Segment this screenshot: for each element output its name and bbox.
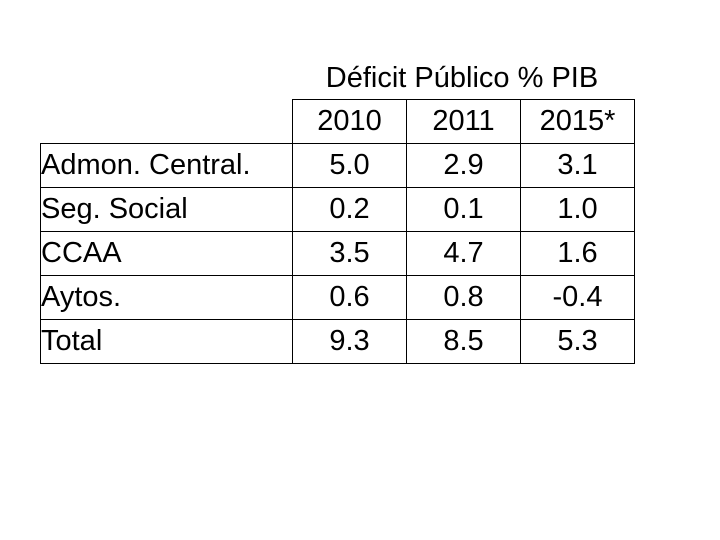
table-cell: 4.7 (406, 231, 521, 276)
column-header-2015: 2015* (520, 99, 635, 144)
row-label: Admon. Central. (40, 143, 293, 188)
table-cell: 0.6 (292, 275, 407, 320)
row-label: Aytos. (40, 275, 293, 320)
table-cell: -0.4 (520, 275, 635, 320)
table-cell: 0.8 (406, 275, 521, 320)
corner-cell (40, 99, 293, 144)
table-title: Déficit Público % PIB (325, 62, 599, 94)
header-row: 2010 2011 2015* (40, 99, 635, 144)
row-label: Seg. Social (40, 187, 293, 232)
table-cell: 5.0 (292, 143, 407, 188)
table-row-admon-central: Admon. Central. 5.0 2.9 3.1 (40, 143, 635, 188)
column-header-2011: 2011 (406, 99, 521, 144)
table-cell: 3.5 (292, 231, 407, 276)
column-header-2010: 2010 (292, 99, 407, 144)
table-cell: 5.3 (520, 319, 635, 364)
table-cell: 9.3 (292, 319, 407, 364)
table-cell: 0.1 (406, 187, 521, 232)
table-cell: 0.2 (292, 187, 407, 232)
row-label: Total (40, 319, 293, 364)
table-cell: 1.6 (520, 231, 635, 276)
table-cell: 2.9 (406, 143, 521, 188)
table-row-aytos: Aytos. 0.6 0.8 -0.4 (40, 275, 635, 320)
table-row-seg-social: Seg. Social 0.2 0.1 1.0 (40, 187, 635, 232)
table-row-total: Total 9.3 8.5 5.3 (40, 319, 635, 364)
table-cell: 8.5 (406, 319, 521, 364)
table-cell: 1.0 (520, 187, 635, 232)
deficit-table: 2010 2011 2015* Admon. Central. 5.0 2.9 … (40, 99, 635, 364)
table-cell: 3.1 (520, 143, 635, 188)
table-row-ccaa: CCAA 3.5 4.7 1.6 (40, 231, 635, 276)
row-label: CCAA (40, 231, 293, 276)
